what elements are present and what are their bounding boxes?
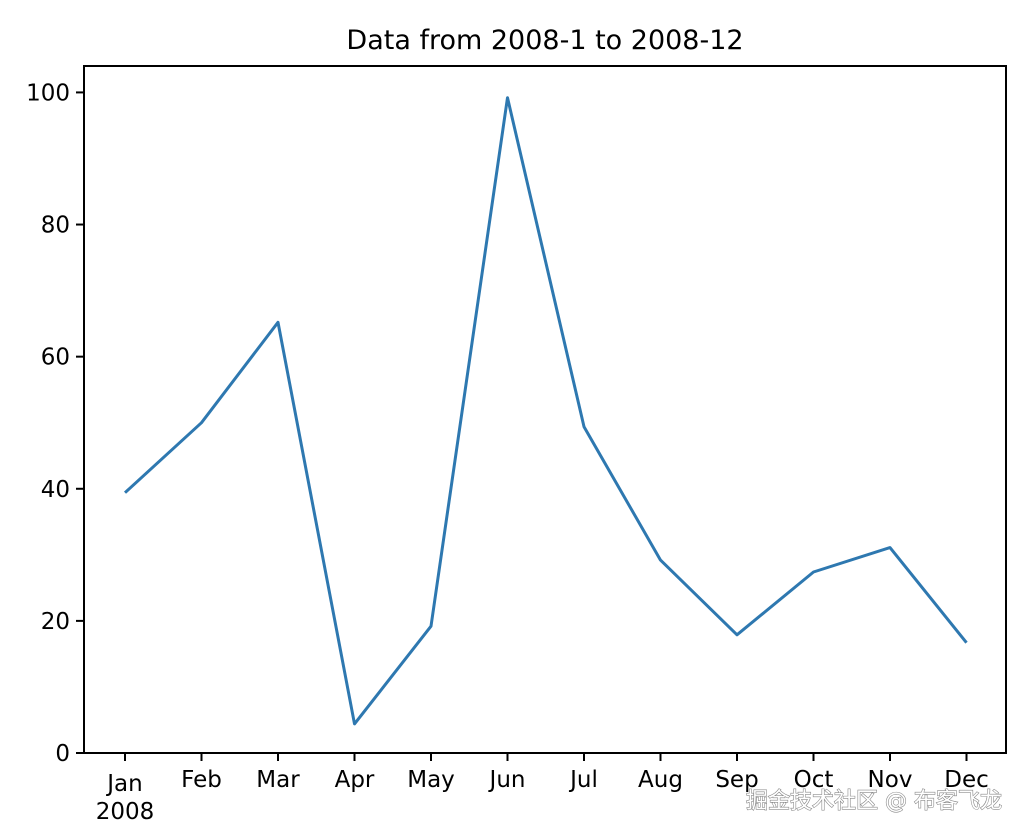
x-tick-label: Aug (638, 767, 683, 793)
y-tick-label: 60 (41, 345, 70, 371)
data-points (122, 95, 970, 727)
plot-frame (83, 65, 1007, 754)
x-tick-label: Sep (715, 767, 758, 793)
data-point (505, 95, 511, 101)
y-axis: 0 20 40 60 80 100 (26, 80, 84, 767)
data-point (734, 632, 740, 638)
x-tick-label: Oct (794, 767, 834, 793)
x-tick-label: Dec (944, 767, 989, 793)
x-tick-label: Nov (868, 767, 913, 793)
data-point (199, 420, 205, 426)
data-point (122, 490, 128, 496)
x-tick-label: Jun (488, 767, 526, 793)
y-tick-label: 20 (41, 609, 70, 635)
data-point (658, 557, 664, 563)
watermark-text: 掘金技术社区 @ 布客飞龙 (746, 789, 1002, 814)
x-tick-label: Jul (568, 767, 598, 793)
data-point (811, 569, 817, 575)
x-tick-label: Apr (335, 767, 375, 793)
data-point (964, 640, 970, 646)
y-tick-label: 80 (41, 213, 70, 239)
x-axis: Jan Feb Mar Apr May Jun Jul Aug Sep Oct Nov Dec (105, 753, 989, 797)
data-point (352, 721, 358, 727)
x-year-label: 2008 (96, 799, 155, 825)
x-tick-label: Jan (105, 771, 142, 797)
y-tick-label: 100 (26, 80, 70, 106)
y-tick-label: 0 (55, 741, 70, 767)
data-point (428, 623, 434, 629)
x-tick-label: Mar (256, 767, 300, 793)
data-point (887, 545, 893, 551)
x-tick-label: Feb (181, 767, 222, 793)
x-tick-label: May (407, 767, 455, 793)
chart-title: Data from 2008-1 to 2008-12 (346, 25, 743, 56)
series-line (123, 96, 968, 726)
data-point (275, 319, 281, 325)
y-tick-label: 40 (41, 477, 70, 503)
data-point (581, 424, 587, 430)
